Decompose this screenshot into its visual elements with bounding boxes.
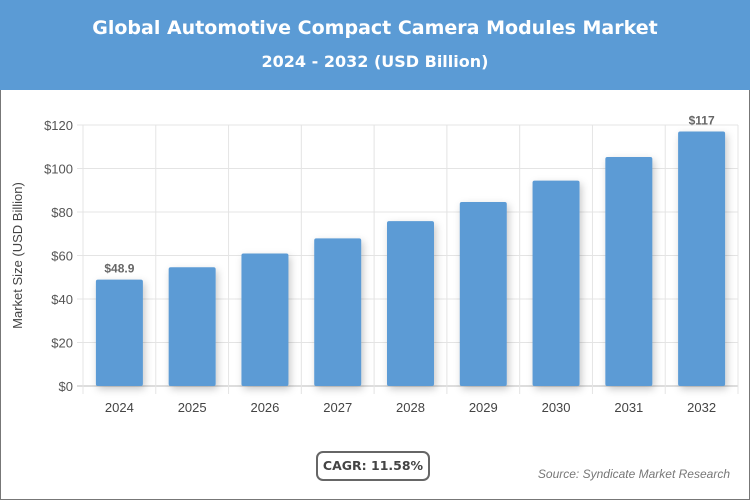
x-tick-label: 2026 [250,400,279,415]
x-tick-label: 2031 [614,400,643,415]
x-tick-label: 2030 [542,400,571,415]
data-label-2032: $117 [689,114,715,128]
cagr-badge: CAGR: 11.58% [316,451,430,481]
bar-2032 [678,131,726,386]
bar-2029 [459,201,507,386]
y-tick-label: $60 [51,249,73,264]
x-tick-label: 2032 [687,400,716,415]
source-note: Source: Syndicate Market Research [537,467,730,481]
y-tick-label: $100 [44,162,73,177]
x-tick-label: 2029 [469,400,498,415]
y-tick-label: $120 [44,118,73,133]
bar-2027 [314,238,362,386]
data-label-2024: $48.9 [104,262,134,276]
y-tick-label: $0 [59,379,73,394]
y-tick-label: $80 [51,205,73,220]
x-tick-label: 2024 [105,400,134,415]
bar-2026 [241,253,289,386]
chart-title: Global Automotive Compact Camera Modules… [92,17,658,39]
chart-subtitle: 2024 - 2032 (USD Billion) [261,52,489,71]
bar-2031 [605,156,653,386]
chart-header: Global Automotive Compact Camera Modules… [0,0,750,90]
x-tick-label: 2028 [396,400,425,415]
bar-2030 [532,180,580,386]
bar-2028 [387,221,434,386]
bar-2024 [95,279,143,386]
x-tick-label: 2027 [323,400,352,415]
y-tick-label: $20 [51,336,73,351]
x-tick-label: 2025 [178,400,207,415]
bar-2025 [168,267,216,386]
y-tick-label: $40 [51,292,73,307]
y-axis-label: Market Size (USD Billion) [10,182,25,329]
